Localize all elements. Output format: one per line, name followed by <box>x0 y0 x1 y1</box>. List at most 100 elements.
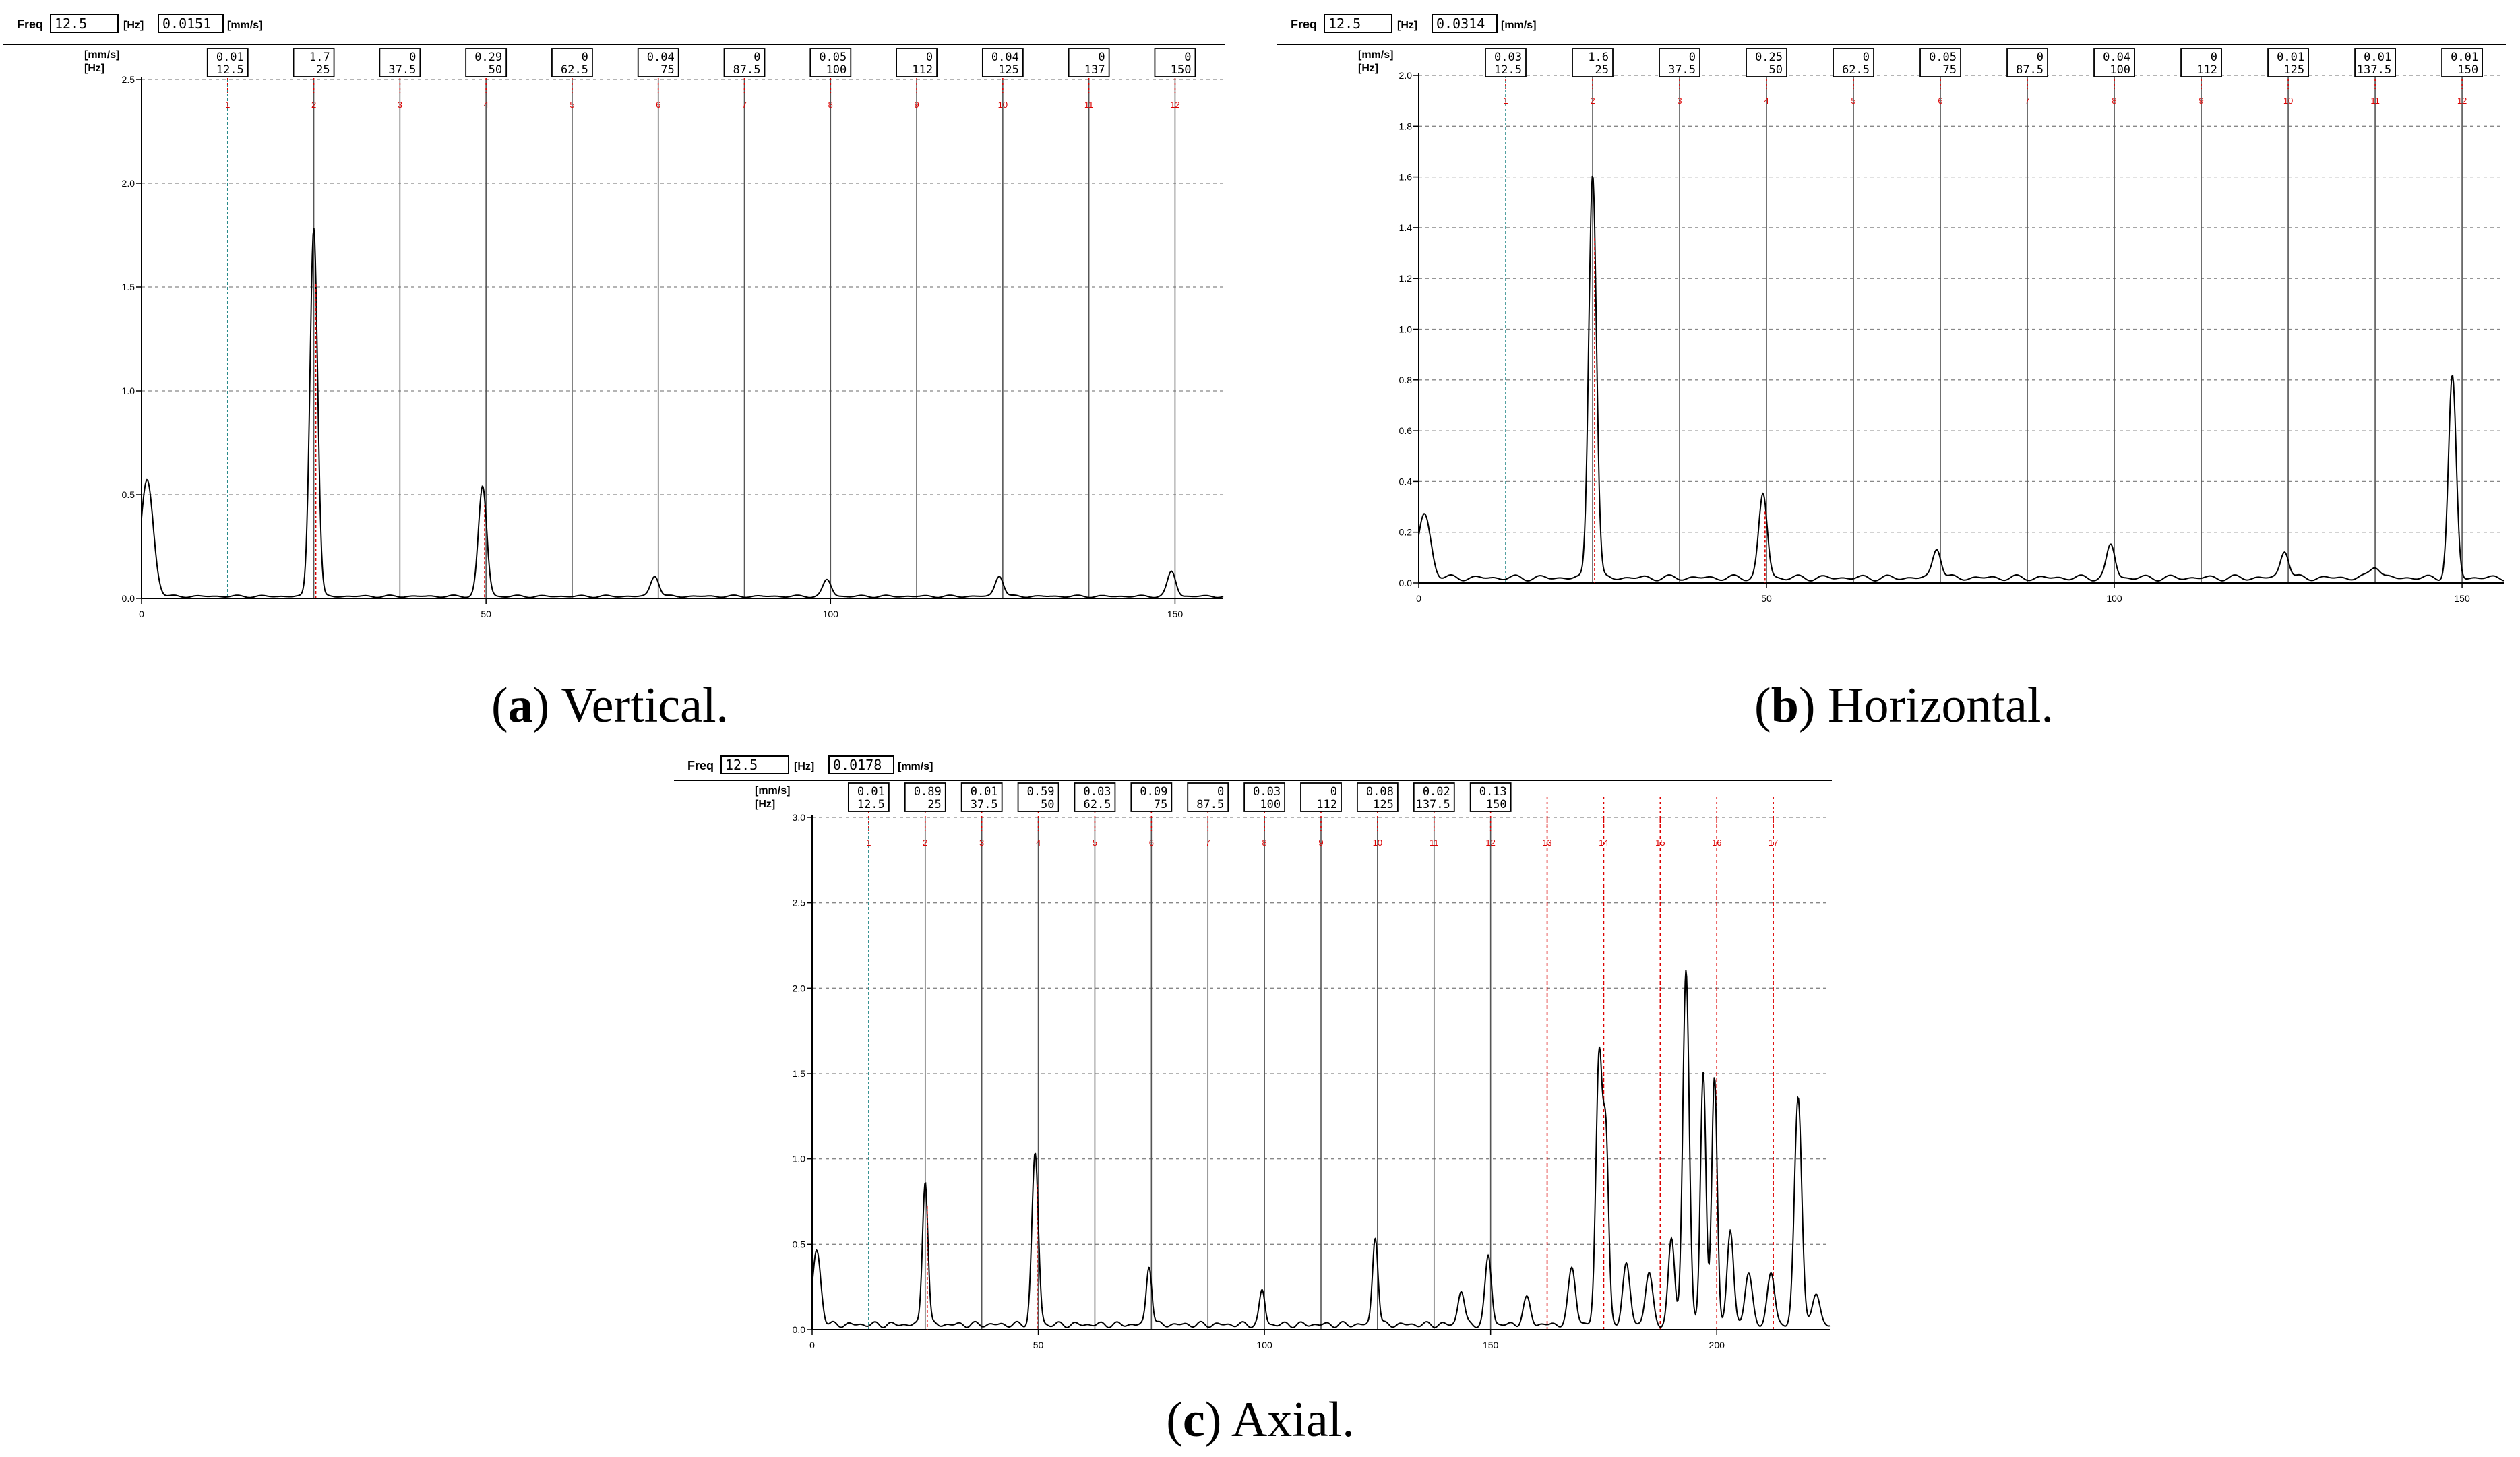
marker-number: 9 <box>2199 96 2203 106</box>
marker-amplitude: 0.04 <box>991 51 1019 64</box>
marker-number: 2 <box>923 838 927 848</box>
marker-frequency: 125 <box>1373 798 1394 811</box>
amp-unit: [mm/s] <box>898 761 933 772</box>
y-tick-label: 2.5 <box>793 898 806 908</box>
marker-readout-box <box>637 48 679 78</box>
x-tick-label: 50 <box>1033 1340 1044 1351</box>
marker-amplitude: 0.04 <box>2103 51 2130 64</box>
marker-readout-box <box>551 48 593 78</box>
amp-input-box[interactable] <box>828 755 894 774</box>
y-tick-label: 1.6 <box>1399 172 1413 183</box>
marker-amplitude: 0.01 <box>216 51 244 64</box>
marker-readout-box <box>2267 48 2309 78</box>
y-tick-label: 2.5 <box>122 74 135 85</box>
marker-amplitude: 0 <box>409 51 416 64</box>
marker-amplitude: 0.25 <box>1755 51 1783 64</box>
marker-frequency: 87.5 <box>1196 798 1224 811</box>
marker-frequency: 75 <box>1943 63 1957 77</box>
marker-readout-box <box>2441 48 2483 78</box>
marker-number: 14 <box>1599 838 1608 848</box>
marker-frequency: 112 <box>1316 798 1337 811</box>
marker-readout-box <box>1130 782 1173 812</box>
y-tick-label: 1.4 <box>1399 222 1413 233</box>
marker-number: 4 <box>1764 96 1769 106</box>
marker-amplitude: 0.03 <box>1253 785 1281 799</box>
marker-frequency: 137 <box>1084 63 1105 77</box>
marker-amplitude: 0 <box>1863 51 1870 64</box>
marker-amplitude: 0.04 <box>647 51 675 64</box>
marker-amplitude: 0.01 <box>2364 51 2391 64</box>
marker-readout-box <box>1017 782 1059 812</box>
marker-readout-box <box>1572 48 1614 78</box>
caption-b: (b) Horizontal. <box>1754 678 2054 733</box>
marker-number: 8 <box>828 100 833 110</box>
y-tick-label: 0.6 <box>1399 425 1413 436</box>
marker-number: 16 <box>1712 838 1721 848</box>
marker-amplitude: 0 <box>1098 51 1105 64</box>
marker-number: 17 <box>1769 838 1778 848</box>
marker-frequency: 137.5 <box>1416 798 1450 811</box>
marker-readout-box <box>2354 48 2396 78</box>
marker-number: 8 <box>1262 838 1266 848</box>
marker-frequency: 25 <box>316 63 330 77</box>
amp-unit: [mm/s] <box>1501 20 1536 31</box>
amp-input-box[interactable] <box>1432 14 1498 33</box>
freq-input-box[interactable] <box>50 14 119 33</box>
x-tick-label: 100 <box>2106 593 2122 604</box>
marker-readout-box <box>465 48 508 78</box>
freq-input-box[interactable] <box>1324 14 1392 33</box>
y-tick-label: 0.8 <box>1399 375 1413 385</box>
amp-input-value: 0.0151 <box>162 16 211 32</box>
marker-readout-box <box>723 48 766 78</box>
marker-readout-box <box>206 48 249 78</box>
y-tick-label: 1.8 <box>1399 121 1413 131</box>
amp-input-box[interactable] <box>158 14 224 33</box>
marker-readout-box <box>960 782 1003 812</box>
marker-frequency: 75 <box>1154 798 1167 811</box>
marker-readout-box <box>1919 48 1961 78</box>
marker-readout-box <box>1659 48 1700 78</box>
marker-amplitude: 0.03 <box>1494 51 1522 64</box>
marker-number: 10 <box>998 100 1008 110</box>
caption-a: (a) Vertical. <box>491 678 729 733</box>
y-unit-label: [mm/s] <box>1358 49 1393 61</box>
marker-readout-box <box>293 48 335 78</box>
marker-amplitude: 0.29 <box>474 51 502 64</box>
y-tick-label: 2.0 <box>793 983 806 993</box>
marker-number: 1 <box>866 838 871 848</box>
marker-readout-box <box>379 48 421 78</box>
freq-unit: [Hz] <box>1397 20 1417 31</box>
marker-readout-box <box>1746 48 1787 78</box>
y-tick-label: 0.2 <box>1399 527 1413 538</box>
marker-amplitude: 0 <box>1330 785 1337 799</box>
x-unit-label: [Hz] <box>84 63 104 74</box>
x-tick-label: 100 <box>823 609 839 619</box>
y-tick-label: 1.0 <box>793 1154 806 1165</box>
marker-number: 1 <box>1503 96 1508 106</box>
freq-label: Freq <box>1291 18 1317 31</box>
x-tick-label: 150 <box>1167 609 1184 619</box>
marker-number: 4 <box>1036 838 1041 848</box>
marker-amplitude: 0 <box>1689 51 1696 64</box>
marker-readout-box <box>1068 48 1110 78</box>
marker-frequency: 112 <box>2196 63 2217 77</box>
marker-number: 15 <box>1655 838 1665 848</box>
marker-frequency: 137.5 <box>2357 63 2391 77</box>
x-tick-label: 100 <box>1256 1340 1272 1351</box>
marker-amplitude: 0.09 <box>1140 785 1167 799</box>
y-unit-label: [mm/s] <box>755 785 790 797</box>
marker-amplitude: 0.02 <box>1423 785 1450 799</box>
x-unit-label: [Hz] <box>755 799 775 810</box>
y-tick-label: 1.0 <box>122 385 135 396</box>
freq-input-box[interactable] <box>720 755 789 774</box>
marker-readout-box <box>2006 48 2048 78</box>
x-unit-label: [Hz] <box>1358 63 1378 74</box>
freq-unit: [Hz] <box>794 761 814 772</box>
marker-amplitude: 0.03 <box>1083 785 1111 799</box>
marker-readout-box <box>1485 48 1527 78</box>
marker-frequency: 50 <box>1769 63 1783 77</box>
freq-unit: [Hz] <box>123 20 144 31</box>
marker-readout-box <box>2180 48 2222 78</box>
marker-number: 7 <box>1206 838 1210 848</box>
spectrum-trace <box>1418 175 2504 582</box>
